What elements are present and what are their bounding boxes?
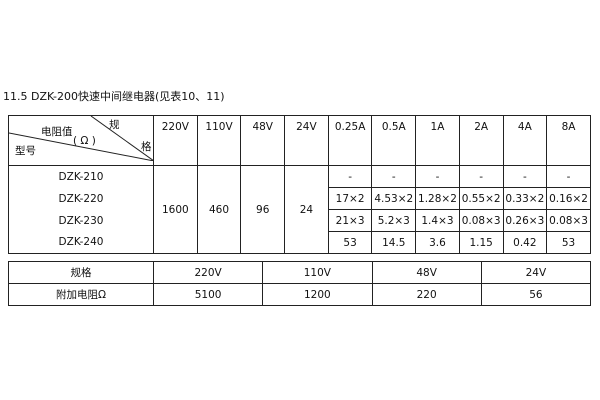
value-cell: 14.5 (371, 231, 417, 254)
corner-label-spec2: 格 (141, 141, 152, 153)
header-cell: 24V (480, 261, 592, 284)
value-cell: - (546, 165, 591, 188)
value-cell: 5100 (152, 283, 264, 306)
header-cell: 0.25A (327, 115, 373, 166)
value-cell: 0.33×2 (502, 187, 548, 210)
value-cell: 3.6 (415, 231, 460, 254)
model-cell: DZK-230 (8, 209, 154, 232)
row-label: 规格 (8, 261, 154, 284)
header-cell: 0.5A (371, 115, 417, 166)
value-cell: 1.4×3 (415, 209, 460, 232)
value-cell: 460 (196, 165, 242, 254)
value-cell: 4.53×2 (371, 187, 417, 210)
resistance-table: 规 电阻值 ( Ω ) 格 型号 220V 110V 48V 24V 0.25A… (8, 115, 591, 254)
value-cell: 0.42 (502, 231, 548, 254)
value-cell: 5.2×3 (371, 209, 417, 232)
header-cell: 220V (152, 261, 264, 284)
value-cell: 0.16×2 (546, 187, 591, 210)
value-cell: 96 (240, 165, 286, 254)
value-cell: 220 (371, 283, 482, 306)
corner-header: 规 电阻值 ( Ω ) 格 型号 (8, 115, 154, 166)
corner-label-unit: ( Ω ) (73, 135, 96, 147)
header-cell: 4A (502, 115, 548, 166)
header-cell: 220V (153, 115, 198, 166)
value-cell: 1.28×2 (415, 187, 460, 210)
value-cell: - (371, 165, 417, 188)
value-cell: 1200 (262, 283, 373, 306)
value-cell: - (415, 165, 460, 188)
value-cell: 0.08×3 (458, 209, 504, 232)
header-cell: 24V (284, 115, 329, 166)
header-cell: 48V (240, 115, 286, 166)
header-cell: 2A (458, 115, 504, 166)
section-title: 11.5 DZK-200快速中间继电器(见表10、11) (3, 90, 225, 103)
header-cell: 1A (415, 115, 460, 166)
value-cell: 0.55×2 (458, 187, 504, 210)
model-cell: DZK-240 (8, 231, 154, 254)
additional-resistance-table: 规格 220V 110V 48V 24V 附加电阻Ω 5100 1200 220… (8, 261, 592, 306)
table-row: 规格 220V 110V 48V 24V (8, 261, 592, 284)
value-cell: 0.08×3 (546, 209, 591, 232)
value-cell: - (458, 165, 504, 188)
value-cell: - (502, 165, 548, 188)
value-cell: 24 (284, 165, 329, 254)
value-cell: 17×2 (327, 187, 373, 210)
value-cell: 0.26×3 (502, 209, 548, 232)
table-row: DZK-210 1600 460 96 24 - - - - - - (8, 165, 591, 254)
header-row: 规 电阻值 ( Ω ) 格 型号 220V 110V 48V 24V 0.25A… (8, 115, 591, 166)
value-cell: 53 (546, 231, 591, 254)
header-cell: 110V (262, 261, 373, 284)
value-cell: 56 (480, 283, 592, 306)
corner-label-resistance: 电阻值 (41, 126, 73, 138)
table-row: 附加电阻Ω 5100 1200 220 56 (8, 283, 592, 306)
model-cell: DZK-210 (8, 165, 154, 188)
header-cell: 110V (196, 115, 242, 166)
table-row: DZK-240 53 14.5 3.6 1.15 0.42 53 (8, 231, 591, 254)
value-cell: 21×3 (327, 209, 373, 232)
diagonal-lines (9, 116, 154, 161)
table-row: DZK-220 17×2 4.53×2 1.28×2 0.55×2 0.33×2… (8, 187, 591, 210)
row-label: 附加电阻Ω (8, 283, 154, 306)
model-cell: DZK-220 (8, 187, 154, 210)
value-cell: - (327, 165, 373, 188)
corner-label-model: 型号 (15, 145, 36, 157)
value-cell: 1.15 (458, 231, 504, 254)
value-cell: 1600 (153, 165, 198, 254)
header-cell: 8A (546, 115, 591, 166)
value-cell: 53 (327, 231, 373, 254)
header-cell: 48V (371, 261, 482, 284)
corner-label-spec1: 规 (109, 119, 120, 131)
